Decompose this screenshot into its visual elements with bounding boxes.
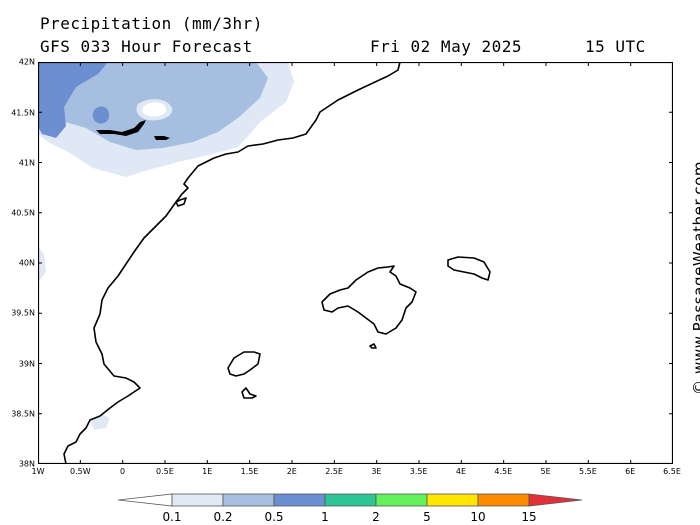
y-tick-label: 40N bbox=[18, 258, 35, 268]
valid-time: 15 UTC bbox=[585, 37, 646, 56]
chart-title: Precipitation (mm/3hr) bbox=[40, 14, 263, 33]
x-tick-label: 2.5E bbox=[325, 467, 343, 476]
colorbar-bin bbox=[273, 493, 326, 507]
x-tick-label: 2E bbox=[286, 467, 297, 476]
colorbar-bin bbox=[222, 493, 275, 507]
x-tick-label: 3.5E bbox=[409, 467, 428, 476]
island-cabrera bbox=[369, 343, 377, 349]
colorbar-label: 0.2 bbox=[213, 510, 233, 524]
colorbar-bin bbox=[171, 493, 224, 507]
coastline bbox=[63, 62, 491, 464]
precipitation-map bbox=[38, 62, 673, 464]
colorbar-bin bbox=[375, 493, 428, 507]
island-mallorca bbox=[321, 265, 417, 335]
x-tick-label: 0.5E bbox=[156, 467, 174, 476]
island-ibiza bbox=[227, 351, 261, 377]
x-tick-label: 6.5E bbox=[663, 467, 681, 476]
colorbar-label: 5 bbox=[423, 510, 431, 524]
credit-watermark: © www.PassageWeather.com bbox=[690, 160, 700, 395]
y-tick-label: 38N bbox=[18, 459, 35, 468]
colorbar-bin bbox=[477, 493, 530, 507]
valid-date: Fri 02 May 2025 bbox=[370, 37, 522, 56]
colorbar bbox=[118, 493, 583, 507]
x-tick-label: 4.5E bbox=[494, 467, 513, 476]
y-tick-label: 41N bbox=[18, 158, 35, 167]
axis-ticks bbox=[38, 62, 673, 464]
x-tick-label: 4E bbox=[455, 467, 467, 476]
coastline-north-islands bbox=[96, 120, 170, 140]
colorbar-high-arrow bbox=[528, 493, 583, 507]
x-tick-label: 1.5E bbox=[240, 467, 259, 476]
y-tick-label: 38.5N bbox=[11, 409, 35, 418]
colorbar-label: 0.5 bbox=[264, 510, 284, 524]
y-tick-label: 39N bbox=[18, 359, 35, 368]
colorbar-label: 15 bbox=[521, 510, 537, 524]
forecast-subtitle: GFS 033 Hour Forecast bbox=[40, 37, 253, 56]
island-formentera bbox=[241, 387, 257, 399]
colorbar-label: 0.1 bbox=[162, 510, 182, 524]
y-tick-label: 39.5N bbox=[11, 308, 35, 318]
colorbar-label: 2 bbox=[372, 510, 380, 524]
x-tick-label: 5.5E bbox=[579, 467, 597, 476]
x-tick-label: 0 bbox=[120, 467, 126, 476]
y-tick-label: 40.5N bbox=[11, 208, 35, 217]
precip-gap bbox=[136, 99, 173, 121]
x-tick-label: 3E bbox=[371, 467, 382, 476]
x-tick-label: 6E bbox=[625, 467, 636, 476]
colorbar-label: 10 bbox=[470, 510, 486, 524]
colorbar-low-arrow bbox=[118, 493, 173, 507]
colorbar-bin bbox=[324, 493, 377, 507]
x-tick-label: 5E bbox=[540, 467, 551, 476]
x-tick-label: 0.5W bbox=[69, 467, 91, 476]
precip-area-heavy bbox=[38, 62, 110, 138]
y-tick-label: 41.5N bbox=[11, 108, 35, 117]
colorbar-bin bbox=[426, 493, 479, 507]
x-tick-label: 1W bbox=[31, 467, 45, 476]
colorbar-label: 1 bbox=[321, 510, 329, 524]
y-tick-label: 42N bbox=[18, 57, 35, 67]
island-menorca bbox=[447, 256, 491, 281]
x-tick-label: 1E bbox=[202, 467, 213, 476]
